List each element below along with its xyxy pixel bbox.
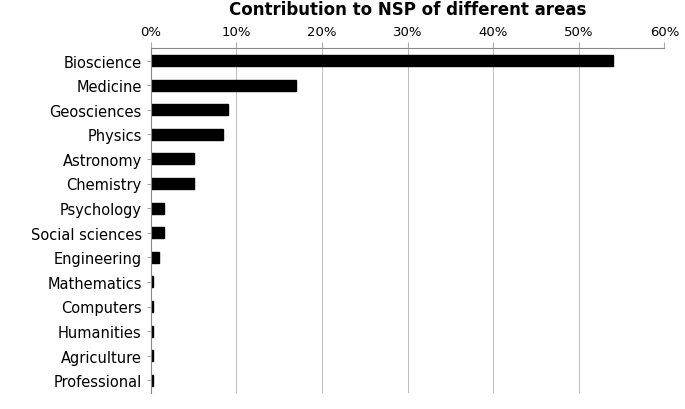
Bar <box>151 203 164 214</box>
Bar <box>151 301 153 312</box>
Bar <box>151 154 193 165</box>
Bar <box>151 350 153 362</box>
Bar <box>151 252 159 263</box>
Bar <box>151 178 193 189</box>
Title: Contribution to NSP of different areas: Contribution to NSP of different areas <box>229 1 586 19</box>
Bar <box>151 129 223 141</box>
Bar <box>151 375 153 386</box>
Bar <box>151 56 613 67</box>
Bar <box>151 80 296 92</box>
Bar <box>151 105 227 116</box>
Bar <box>151 276 153 288</box>
Bar <box>151 227 164 238</box>
Bar <box>151 326 153 337</box>
